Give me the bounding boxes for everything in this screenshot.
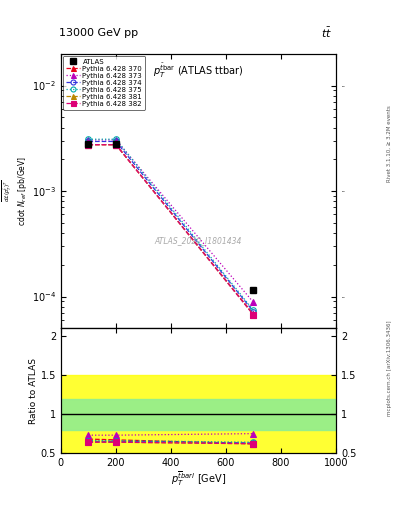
Pythia 6.428 373	[86, 137, 91, 143]
Line: Pythia 6.428 375: Pythia 6.428 375	[86, 136, 256, 313]
Pythia 6.428 370	[86, 142, 91, 148]
Pythia 6.428 382	[114, 142, 118, 148]
Pythia 6.428 375	[114, 136, 118, 142]
Text: 13000 GeV pp: 13000 GeV pp	[59, 28, 138, 38]
Pythia 6.428 381	[86, 142, 91, 148]
Pythia 6.428 373	[251, 300, 256, 306]
Pythia 6.428 375	[86, 136, 91, 142]
Text: $p_T^{\bar{t}\mathrm{bar}}$ (ATLAS ttbar): $p_T^{\bar{t}\mathrm{bar}}$ (ATLAS ttbar…	[153, 62, 244, 80]
Line: ATLAS: ATLAS	[85, 140, 257, 293]
Pythia 6.428 381	[114, 142, 118, 148]
Line: Pythia 6.428 381: Pythia 6.428 381	[86, 142, 256, 317]
Text: ATLAS_2020_I1801434: ATLAS_2020_I1801434	[155, 236, 242, 245]
Text: Rivet 3.1.10, ≥ 3.2M events: Rivet 3.1.10, ≥ 3.2M events	[387, 105, 392, 182]
Bar	[61, 398, 336, 430]
Bar	[61, 375, 336, 453]
Pythia 6.428 374	[114, 138, 118, 144]
Line: Pythia 6.428 382: Pythia 6.428 382	[86, 142, 256, 317]
Text: mcplots.cern.ch [arXiv:1306.3436]: mcplots.cern.ch [arXiv:1306.3436]	[387, 321, 392, 416]
X-axis label: $p^{\overline{t}bar{l}}_T$ [GeV]: $p^{\overline{t}bar{l}}_T$ [GeV]	[171, 470, 226, 488]
Pythia 6.428 373	[114, 137, 118, 143]
Pythia 6.428 374	[251, 309, 256, 315]
ATLAS	[86, 141, 91, 147]
Pythia 6.428 381	[251, 312, 256, 318]
Pythia 6.428 375	[251, 307, 256, 313]
Line: Pythia 6.428 373: Pythia 6.428 373	[86, 137, 256, 305]
ATLAS	[114, 141, 118, 147]
Y-axis label: Ratio to ATLAS: Ratio to ATLAS	[29, 358, 38, 424]
Y-axis label: $\frac{d^2\sigma^{norm}}{d\mathcal{L}(p_T^{\bar{t}})^T}$
cdot $N_{ref}$ [pb/GeV]: $\frac{d^2\sigma^{norm}}{d\mathcal{L}(p_…	[0, 156, 29, 226]
ATLAS	[251, 287, 256, 293]
Pythia 6.428 374	[86, 138, 91, 144]
Pythia 6.428 370	[251, 311, 256, 317]
Pythia 6.428 370	[114, 142, 118, 148]
Text: $t\bar{t}$: $t\bar{t}$	[321, 26, 332, 40]
Pythia 6.428 382	[86, 142, 91, 148]
Line: Pythia 6.428 370: Pythia 6.428 370	[86, 142, 256, 317]
Line: Pythia 6.428 374: Pythia 6.428 374	[86, 139, 256, 314]
Legend: ATLAS, Pythia 6.428 370, Pythia 6.428 373, Pythia 6.428 374, Pythia 6.428 375, P: ATLAS, Pythia 6.428 370, Pythia 6.428 37…	[63, 56, 145, 110]
Pythia 6.428 382	[251, 312, 256, 318]
